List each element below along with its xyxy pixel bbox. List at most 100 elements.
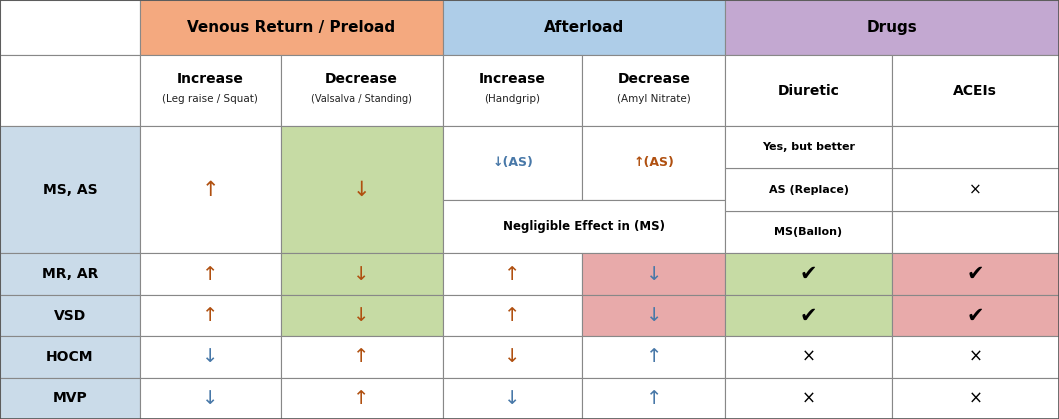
Bar xyxy=(582,126,725,200)
Bar xyxy=(281,378,443,419)
Bar xyxy=(725,295,892,336)
Text: ×: × xyxy=(802,389,815,407)
Text: ×: × xyxy=(802,348,815,366)
Text: ×: × xyxy=(968,389,983,407)
Bar xyxy=(725,211,892,253)
Text: Negligible Effect in (MS): Negligible Effect in (MS) xyxy=(503,220,665,233)
Bar xyxy=(443,253,582,295)
Text: ↓: ↓ xyxy=(353,180,371,199)
Text: (Handgrip): (Handgrip) xyxy=(485,94,540,104)
Bar xyxy=(140,295,281,336)
Bar xyxy=(281,126,443,253)
Text: ↑: ↑ xyxy=(504,306,521,325)
Bar xyxy=(140,253,281,295)
Text: MVP: MVP xyxy=(53,391,87,405)
Bar xyxy=(892,336,1059,378)
Bar xyxy=(582,253,725,295)
Bar xyxy=(892,211,1059,253)
Text: Afterload: Afterload xyxy=(544,20,624,35)
Bar xyxy=(892,253,1059,295)
Bar xyxy=(443,336,582,378)
Bar xyxy=(443,126,582,200)
Bar xyxy=(892,55,1059,126)
Text: ↓: ↓ xyxy=(354,265,370,284)
Text: Increase: Increase xyxy=(479,72,546,86)
Text: ↑: ↑ xyxy=(354,347,370,367)
Text: ↑: ↑ xyxy=(202,265,218,284)
Bar xyxy=(725,378,892,419)
Text: ×: × xyxy=(968,348,983,366)
Bar xyxy=(443,200,725,253)
Bar xyxy=(582,336,725,378)
Text: (Valsalva / Standing): (Valsalva / Standing) xyxy=(311,94,412,104)
Text: ↓: ↓ xyxy=(646,265,662,284)
Bar xyxy=(725,168,892,211)
Text: ACEIs: ACEIs xyxy=(953,83,998,98)
Text: Increase: Increase xyxy=(177,72,244,86)
Bar xyxy=(281,253,443,295)
Bar xyxy=(0,0,140,55)
Bar xyxy=(140,126,281,253)
Text: MS(Ballon): MS(Ballon) xyxy=(774,227,843,237)
Bar xyxy=(443,55,582,126)
Text: ↑: ↑ xyxy=(202,306,218,325)
Bar xyxy=(281,55,443,126)
Text: Decrease: Decrease xyxy=(617,72,690,86)
Bar xyxy=(140,378,281,419)
Text: ↓: ↓ xyxy=(202,389,218,408)
Bar xyxy=(140,0,443,55)
Bar xyxy=(582,378,725,419)
Text: AS (Replace): AS (Replace) xyxy=(769,185,848,194)
Bar xyxy=(0,55,140,126)
Bar xyxy=(582,55,725,126)
Bar xyxy=(582,295,725,336)
Text: ↓: ↓ xyxy=(504,347,521,367)
Text: ↓: ↓ xyxy=(202,347,218,367)
Text: ↑: ↑ xyxy=(201,180,219,199)
Bar xyxy=(892,378,1059,419)
Text: ↑(AS): ↑(AS) xyxy=(633,156,675,169)
Bar xyxy=(892,295,1059,336)
Bar xyxy=(725,336,892,378)
Text: ↓(AS): ↓(AS) xyxy=(492,156,533,169)
Text: ✔: ✔ xyxy=(967,306,984,326)
Text: Drugs: Drugs xyxy=(867,20,917,35)
Text: ↑: ↑ xyxy=(646,389,662,408)
Bar xyxy=(725,0,1059,55)
Text: ↑: ↑ xyxy=(504,265,521,284)
Text: ↑: ↑ xyxy=(354,389,370,408)
Bar xyxy=(443,0,725,55)
Bar xyxy=(443,295,582,336)
Bar xyxy=(0,126,140,253)
Bar xyxy=(892,168,1059,211)
Text: ↓: ↓ xyxy=(354,306,370,325)
Text: ×: × xyxy=(969,182,982,197)
Text: VSD: VSD xyxy=(54,309,86,323)
Text: HOCM: HOCM xyxy=(47,350,93,364)
Text: ✔: ✔ xyxy=(800,264,818,284)
Text: ✔: ✔ xyxy=(967,264,984,284)
Bar xyxy=(443,378,582,419)
Text: MR, AR: MR, AR xyxy=(41,267,98,281)
Bar xyxy=(0,378,140,419)
Text: ↑: ↑ xyxy=(646,347,662,367)
Bar xyxy=(140,336,281,378)
Bar xyxy=(892,126,1059,168)
Text: (Amyl Nitrate): (Amyl Nitrate) xyxy=(617,94,690,104)
Text: Decrease: Decrease xyxy=(325,72,398,86)
Text: ✔: ✔ xyxy=(800,306,818,326)
Bar xyxy=(281,336,443,378)
Text: Diuretic: Diuretic xyxy=(777,83,840,98)
Text: Venous Return / Preload: Venous Return / Preload xyxy=(187,20,395,35)
Bar xyxy=(725,126,892,168)
Text: ↓: ↓ xyxy=(504,389,521,408)
Bar xyxy=(281,295,443,336)
Bar xyxy=(725,55,892,126)
Text: MS, AS: MS, AS xyxy=(42,183,97,197)
Text: ↓: ↓ xyxy=(646,306,662,325)
Bar xyxy=(725,253,892,295)
Bar xyxy=(0,336,140,378)
Bar xyxy=(0,253,140,295)
Text: (Leg raise / Squat): (Leg raise / Squat) xyxy=(162,94,258,104)
Bar xyxy=(0,295,140,336)
